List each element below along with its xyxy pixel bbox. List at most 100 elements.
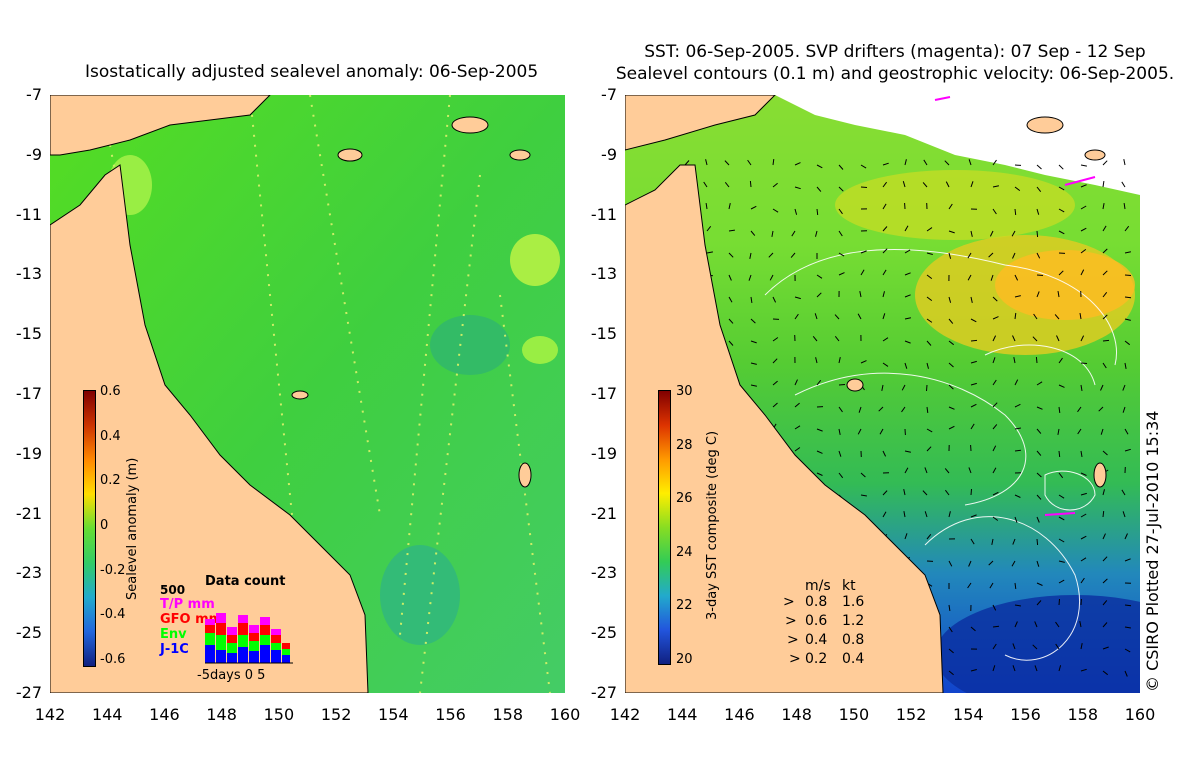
velocity-arrow (860, 472, 866, 478)
velocity-arrow (1014, 604, 1021, 607)
velocity-arrow (992, 604, 997, 611)
y-tick-label: -21 (590, 503, 617, 523)
velocity-arrow (1102, 670, 1109, 676)
velocity-arrow (857, 313, 862, 320)
x-tick-label: 152 (895, 705, 927, 724)
velocity-arrow (1080, 472, 1087, 476)
velocity-arrow (924, 467, 928, 474)
velocity-arrow (1124, 448, 1131, 452)
velocity-arrow (1058, 384, 1065, 388)
right-panel-title-line2: Sealevel contours (0.1 m) and geostrophi… (615, 64, 1175, 84)
velocity-arrow (992, 208, 997, 215)
y-tick-label: -7 (26, 85, 42, 104)
velocity-arrow (967, 582, 972, 589)
velocity-arrow (1124, 670, 1128, 677)
velocity-arrow (882, 337, 889, 342)
velocity-arrow (816, 164, 823, 169)
velocity-arrow (838, 450, 842, 457)
velocity-arrow (1035, 356, 1038, 364)
x-tick-label: 154 (953, 705, 984, 724)
velocity-arrow (1014, 516, 1018, 523)
velocity-arrow (992, 665, 996, 672)
velocity-arrow (794, 162, 801, 166)
velocity-arrow (1036, 538, 1039, 546)
velocity-arrow (728, 229, 735, 232)
velocity-arrow (944, 489, 950, 496)
velocity-arrow (1036, 428, 1042, 434)
velocity-arrow (970, 538, 975, 545)
velocity-arrow (1058, 406, 1061, 413)
velocity-arrow (838, 186, 844, 192)
velocity-arrow (948, 670, 954, 676)
velocity-arrow (1080, 492, 1087, 496)
x-tick-label: 146 (724, 705, 755, 724)
data-count-xaxis: -5days 0 5 (197, 668, 266, 683)
velocity-arrow (1077, 406, 1082, 413)
velocity-arrow (1102, 160, 1108, 166)
legend-arrow-icon: > (785, 613, 797, 629)
colorbar-tick-label: 0.2 (100, 473, 121, 489)
y-tick-label: -13 (15, 264, 42, 284)
y-tick-label: -19 (15, 443, 42, 463)
velocity-arrow (1011, 230, 1016, 237)
velocity-arrow (1124, 648, 1131, 653)
y-tick-label: -11 (15, 204, 42, 224)
velocity-arrow (1036, 252, 1041, 259)
velocity-arrow (992, 491, 999, 496)
velocity-arrow (1036, 164, 1042, 170)
velocity-arrow (1121, 181, 1126, 188)
velocity-arrow (838, 472, 844, 479)
land-new-guinea (625, 95, 776, 151)
legend-ms-value: 0.2 (805, 651, 828, 667)
legend-arrow-icon: > (789, 651, 801, 667)
velocity-arrow (882, 450, 887, 457)
velocity-arrow (1012, 643, 1016, 650)
velocity-arrow (1079, 621, 1082, 628)
sst-colorbar-label: 3-day SST composite (deg C) (705, 430, 720, 620)
velocity-arrow (1058, 516, 1065, 521)
velocity-arrow (790, 252, 796, 258)
sst-map (625, 95, 1140, 693)
legend-arrow-icon: > (783, 594, 795, 610)
velocity-arrow (860, 186, 868, 188)
velocity-arrow (1124, 340, 1131, 346)
velocity-arrow (1058, 270, 1064, 276)
velocity-arrow (901, 406, 906, 413)
velocity-arrow (815, 357, 818, 364)
sst-warm-patch (835, 170, 1075, 240)
velocity-arrow (794, 402, 800, 408)
x-tick-label: 150 (263, 705, 295, 724)
velocity-arrow (1102, 646, 1109, 650)
velocity-arrow (904, 467, 909, 474)
velocity-arrow (705, 159, 708, 166)
velocity-arrow (1098, 406, 1104, 412)
velocity-arrow (1102, 362, 1107, 369)
velocity-arrow (794, 208, 798, 215)
velocity-arrow (948, 318, 954, 324)
velocity-arrow (772, 402, 778, 408)
velocity-arrow (882, 313, 886, 320)
velocity-arrow (1124, 225, 1130, 232)
velocity-arrow (992, 335, 997, 342)
velocity-arrow (1012, 538, 1016, 545)
velocity-arrow (772, 159, 775, 166)
velocity-arrow (750, 340, 757, 344)
velocity-arrow (922, 182, 928, 188)
velocity-arrow (1080, 557, 1087, 562)
velocity-arrow (1080, 384, 1083, 391)
velocity-arrow (1102, 291, 1108, 298)
velocity-arrow (1080, 184, 1087, 188)
velocity-arrow (1124, 318, 1131, 321)
velocity-arrow (834, 335, 840, 342)
velocity-arrow (924, 511, 928, 518)
velocity-arrow (1058, 186, 1065, 191)
velocity-arrow (970, 626, 976, 632)
velocity-arrow (992, 159, 997, 166)
velocity-arrow (703, 181, 708, 188)
velocity-arrow (1036, 381, 1043, 386)
velocity-arrow (1036, 274, 1044, 276)
velocity-arrow (1080, 450, 1083, 457)
velocity-arrow (859, 291, 862, 298)
islands (846, 116, 1107, 488)
velocity-arrow (750, 296, 753, 303)
